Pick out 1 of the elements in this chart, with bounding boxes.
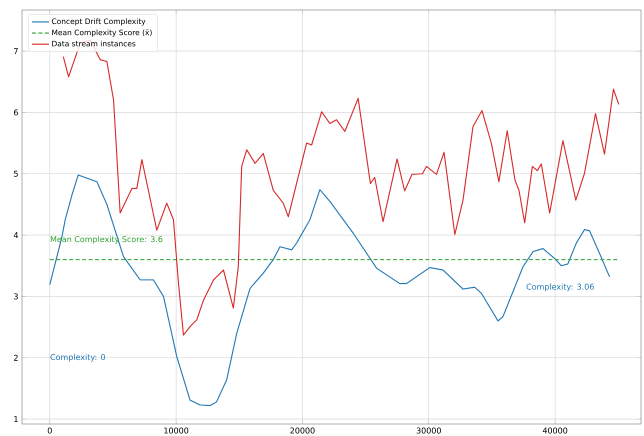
line-series (49, 174, 610, 406)
